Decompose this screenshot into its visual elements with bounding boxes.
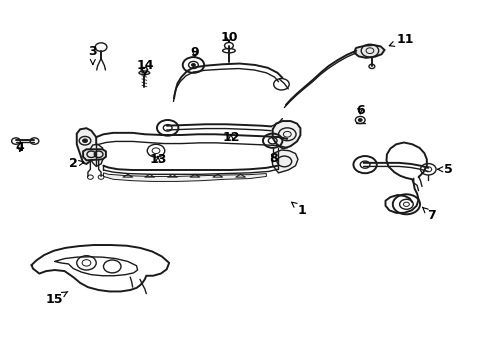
Text: 9: 9 bbox=[190, 46, 199, 59]
Text: 8: 8 bbox=[269, 152, 277, 165]
Text: 6: 6 bbox=[355, 104, 364, 117]
Text: 5: 5 bbox=[437, 163, 452, 176]
Text: 10: 10 bbox=[220, 31, 237, 44]
Text: 15: 15 bbox=[45, 292, 68, 306]
Circle shape bbox=[358, 118, 362, 121]
Polygon shape bbox=[103, 173, 266, 181]
Polygon shape bbox=[83, 149, 106, 160]
Text: 2: 2 bbox=[69, 157, 84, 170]
Text: 7: 7 bbox=[422, 207, 435, 222]
Text: 4: 4 bbox=[16, 141, 24, 154]
Circle shape bbox=[191, 64, 195, 66]
Polygon shape bbox=[141, 67, 147, 73]
Text: 12: 12 bbox=[222, 131, 239, 144]
Text: 13: 13 bbox=[149, 153, 166, 166]
Polygon shape bbox=[272, 121, 300, 149]
Polygon shape bbox=[90, 144, 103, 166]
Polygon shape bbox=[77, 128, 96, 164]
Text: 11: 11 bbox=[388, 33, 413, 46]
Text: 1: 1 bbox=[291, 202, 305, 217]
Polygon shape bbox=[271, 150, 297, 173]
Text: 14: 14 bbox=[136, 59, 153, 75]
Circle shape bbox=[82, 139, 87, 143]
Text: 3: 3 bbox=[88, 45, 97, 64]
Polygon shape bbox=[354, 45, 384, 58]
